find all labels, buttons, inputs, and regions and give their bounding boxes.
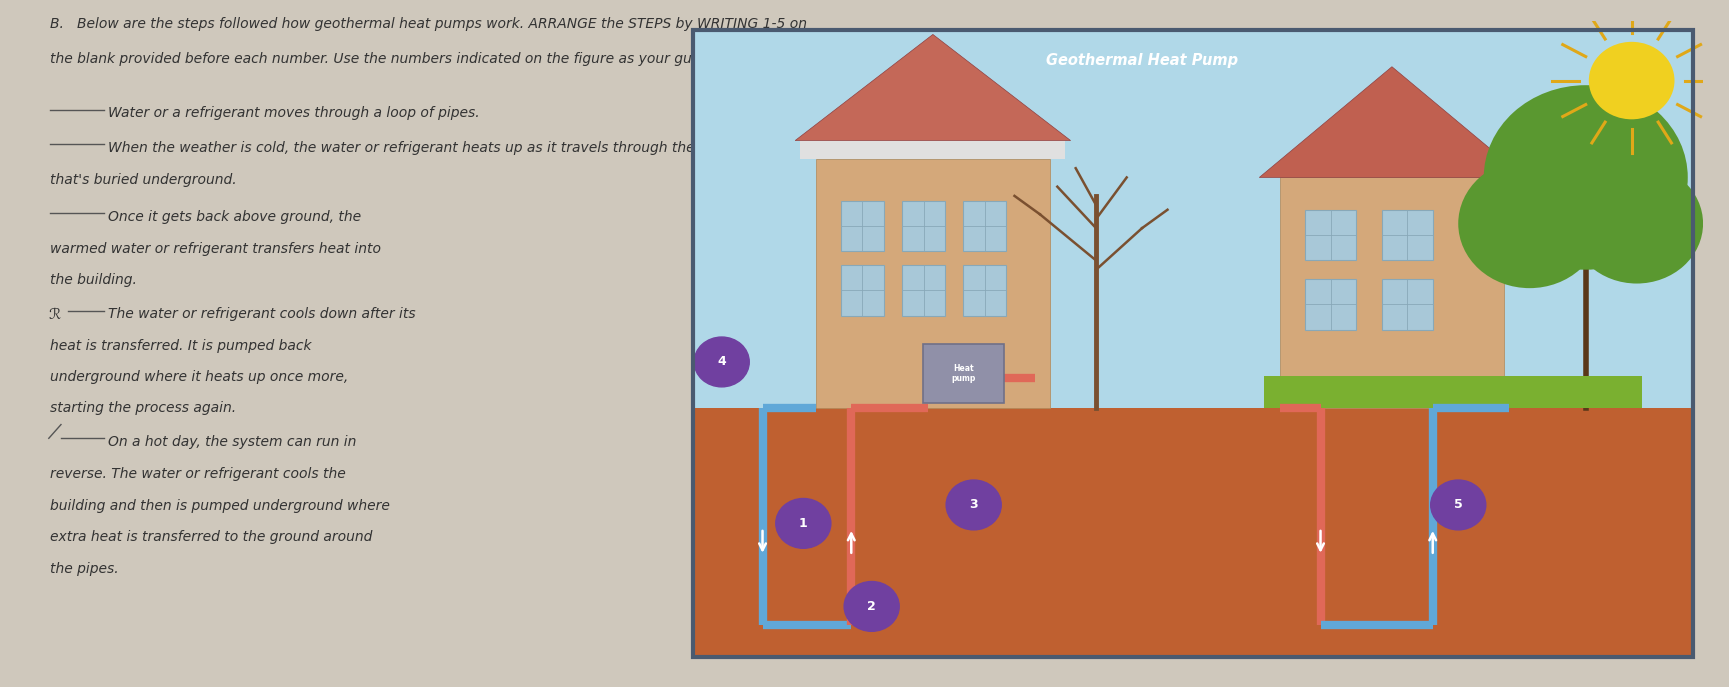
- Bar: [1381, 210, 1433, 260]
- Bar: [1279, 177, 1504, 408]
- Text: the pipes.: the pipes.: [50, 562, 119, 576]
- Text: 1: 1: [799, 517, 807, 530]
- Bar: [840, 265, 884, 316]
- Circle shape: [1483, 85, 1688, 270]
- Text: 4: 4: [718, 355, 726, 368]
- Text: underground where it heats up once more,: underground where it heats up once more,: [50, 370, 349, 384]
- Circle shape: [1430, 480, 1485, 530]
- Bar: [903, 265, 946, 316]
- Circle shape: [776, 499, 832, 548]
- Circle shape: [1458, 159, 1601, 288]
- Circle shape: [1589, 42, 1674, 120]
- Bar: [1264, 376, 1643, 408]
- Text: that's buried underground.: that's buried underground.: [50, 173, 237, 187]
- Circle shape: [693, 337, 749, 387]
- Polygon shape: [1259, 67, 1525, 177]
- Text: Once it gets back above ground, the: Once it gets back above ground, the: [107, 210, 361, 223]
- Text: 5: 5: [1454, 499, 1463, 511]
- Text: ℛ: ℛ: [48, 307, 61, 322]
- Bar: [1305, 210, 1356, 260]
- Bar: [903, 201, 946, 251]
- Text: B.   Below are the steps followed how geothermal heat pumps work. ARRANGE the ST: B. Below are the steps followed how geot…: [50, 17, 807, 31]
- Text: the blank provided before each number. Use the numbers indicated on the figure a: the blank provided before each number. U…: [50, 52, 718, 65]
- Bar: [963, 201, 1006, 251]
- Text: 3: 3: [970, 499, 979, 511]
- Bar: [816, 159, 1050, 408]
- Circle shape: [844, 581, 899, 631]
- Text: Water or a refrigerant moves through a loop of pipes.: Water or a refrigerant moves through a l…: [107, 106, 479, 120]
- Text: 2: 2: [868, 600, 877, 613]
- Text: starting the process again.: starting the process again.: [50, 401, 237, 415]
- Circle shape: [946, 480, 1001, 530]
- Circle shape: [1570, 164, 1703, 284]
- Bar: [1381, 279, 1433, 330]
- Text: When the weather is cold, the water or refrigerant heats up as it travels throug: When the weather is cold, the water or r…: [107, 141, 806, 155]
- Bar: [801, 139, 1065, 159]
- Bar: [1305, 279, 1356, 330]
- Bar: [693, 408, 1693, 657]
- Bar: [963, 265, 1006, 316]
- Text: warmed water or refrigerant transfers heat into: warmed water or refrigerant transfers he…: [50, 242, 380, 256]
- Text: Geothermal Heat Pump: Geothermal Heat Pump: [1046, 53, 1238, 68]
- Bar: [840, 201, 884, 251]
- Text: heat is transferred. It is pumped back: heat is transferred. It is pumped back: [50, 339, 311, 352]
- Text: The water or refrigerant cools down after its: The water or refrigerant cools down afte…: [107, 307, 415, 321]
- Text: extra heat is transferred to the ground around: extra heat is transferred to the ground …: [50, 530, 373, 544]
- Text: Heat
pump: Heat pump: [951, 364, 975, 383]
- Text: reverse. The water or refrigerant cools the: reverse. The water or refrigerant cools …: [50, 467, 346, 481]
- Text: On a hot day, the system can run in: On a hot day, the system can run in: [107, 435, 356, 449]
- Text: the building.: the building.: [50, 273, 137, 287]
- Polygon shape: [795, 34, 1070, 141]
- Bar: [923, 344, 1005, 403]
- Text: building and then is pumped underground where: building and then is pumped underground …: [50, 499, 391, 513]
